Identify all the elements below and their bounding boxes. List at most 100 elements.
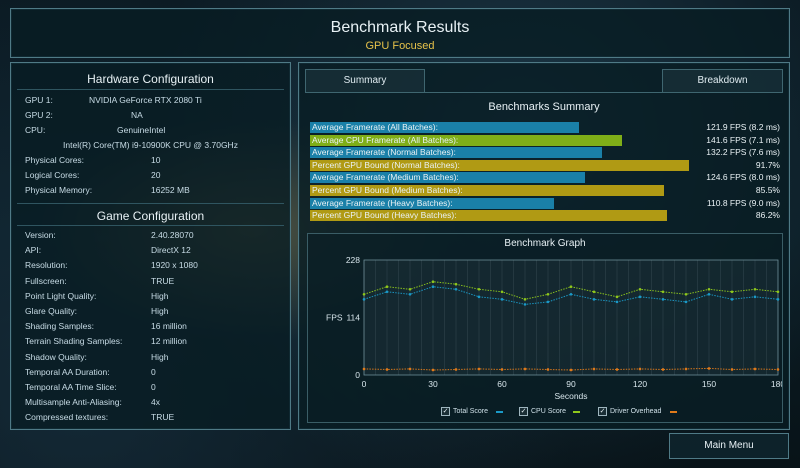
graph-plot: 0 30 60 90 120 150 180 0 114 228 FPS Seconds [326, 255, 782, 400]
game-config-value: 0 [151, 366, 156, 377]
data-point [730, 368, 734, 371]
game-config-value: TRUE [151, 412, 175, 423]
game-config-row: Shadow Quality: High [25, 352, 280, 367]
data-point [523, 298, 527, 301]
benchmark-panel: Summary Breakdown Benchmarks Summary Ave… [298, 62, 790, 430]
summary-row: Average Framerate (Normal Batches): 132.2… [310, 147, 780, 159]
data-point [569, 292, 573, 296]
data-point [477, 295, 481, 299]
cpu-model-row: Intel(R) Core(TM) i9-10900K CPU @ 3.70GH… [25, 140, 276, 155]
data-point [408, 287, 412, 291]
summary-label: Average Framerate (Medium Batches): [312, 172, 459, 183]
legend-driver-swatch [670, 411, 677, 413]
legend-total-score[interactable]: ✓ Total Score [441, 406, 511, 418]
legend-driver-label: Driver Overhead [610, 408, 662, 415]
game-config-value: DirectX 12 [151, 245, 191, 256]
data-point [431, 368, 435, 372]
tab-summary[interactable]: Summary [305, 69, 425, 93]
data-point [776, 368, 780, 371]
game-config-value: High [151, 351, 169, 362]
game-config-value: TRUE [151, 275, 175, 286]
summary-row: Average CPU Framerate (All Batches): 141.… [310, 134, 780, 146]
data-point [776, 290, 780, 294]
summary-label: Average Framerate (All Batches): [312, 122, 438, 132]
graph-legend: ✓ Total Score ✓ CPU Score ✓ Driver Overh… [308, 406, 782, 418]
checkbox-icon[interactable]: ✓ [519, 407, 528, 416]
cpu-row: CPU: GenuineIntel [25, 125, 280, 140]
x-tick-label: 0 [362, 379, 367, 389]
game-config-label: Shading Samples: [25, 321, 94, 332]
summary-label: Percent GPU Bound (Heavy Batches): [312, 210, 457, 221]
data-point [454, 282, 458, 286]
data-point [477, 367, 481, 371]
data-point [592, 367, 596, 371]
summary-label: Average CPU Framerate (All Batches): [312, 134, 459, 145]
checkbox-icon[interactable]: ✓ [598, 407, 607, 416]
summary-row: Percent GPU Bound (Medium Batches): 85.5% [310, 185, 780, 196]
game-config-row: Point Light Quality: High [25, 291, 280, 306]
game-config-row: API: DirectX 12 [25, 245, 280, 260]
summary-value: 141.6 FPS (7.1 ms) [706, 134, 780, 145]
summary-bar [310, 185, 664, 196]
data-point [385, 285, 389, 289]
summary-bar [310, 159, 689, 171]
legend-total-swatch [496, 411, 503, 413]
game-config-value: High [151, 290, 169, 301]
gpu1-label: GPU 1: [25, 95, 53, 105]
data-point [684, 292, 688, 296]
summary-row: Average Framerate (All Batches): 121.9 FP… [310, 122, 780, 133]
logical-cores-row: Logical Cores: 20 [25, 170, 280, 185]
game-config-row: Resolution: 1920 x 1080 [25, 260, 280, 275]
data-point [707, 287, 711, 291]
data-point [707, 367, 711, 370]
data-point [408, 367, 412, 371]
divider [17, 203, 284, 204]
y-axis-label: FPS [326, 313, 343, 323]
game-config-value: High [151, 306, 169, 316]
summary-value: 85.5% [755, 185, 780, 195]
game-config-row: Terrain Shading Samples: 12 million [25, 336, 280, 351]
legend-driver-overhead[interactable]: ✓ Driver Overhead [598, 406, 683, 418]
game-config-row: Glare Quality: High [25, 306, 280, 321]
data-point [431, 280, 435, 283]
page-subtitle: GPU Focused [365, 40, 435, 52]
summary-row: Average Framerate (Heavy Batches): 110.8 … [310, 197, 780, 209]
game-config-label: Shadow Quality: [25, 351, 87, 362]
summary-label: Average Framerate (Heavy Batches): [312, 197, 453, 208]
data-point [615, 300, 619, 304]
physical-cores-row: Physical Cores: 10 [25, 155, 280, 170]
summary-bar [310, 210, 667, 222]
game-config-row: Temporal AA Duration: 0 [25, 367, 280, 382]
header-panel: Benchmark Results GPU Focused [10, 8, 790, 58]
data-point [661, 290, 665, 294]
x-tick-label: 180 [771, 379, 782, 389]
gpu2-row: GPU 2: NA [25, 110, 280, 125]
summary-bar [310, 147, 602, 159]
x-tick-label: 60 [497, 379, 507, 389]
data-point [569, 368, 573, 372]
y-tick-label: 228 [346, 255, 360, 265]
game-config-row: Shading Samples: 16 million [25, 321, 280, 336]
x-axis-label: Seconds [554, 391, 587, 400]
tab-breakdown[interactable]: Breakdown [662, 69, 783, 93]
legend-cpu-score[interactable]: ✓ CPU Score [519, 406, 589, 418]
summary-row: Percent GPU Bound (Heavy Batches): 86.2% [310, 210, 780, 222]
data-point [615, 368, 619, 371]
main-menu-button[interactable]: Main Menu [669, 433, 789, 459]
x-tick-label: 120 [633, 379, 647, 389]
data-point [615, 295, 619, 299]
summary-value: 91.7% [755, 159, 780, 170]
game-config-row: Multisample Anti-Aliasing: 4x [25, 397, 280, 412]
gpu2-label: GPU 2: [25, 110, 53, 120]
game-config-label: Version: [25, 230, 56, 240]
legend-total-label: Total Score [453, 408, 489, 415]
game-config-row: Fullscreen: TRUE [25, 276, 280, 291]
y-tick-label: 0 [355, 370, 360, 380]
summary-label: Average Framerate (Normal Batches): [312, 147, 456, 158]
summary-bar [310, 122, 579, 133]
game-config-label: Compressed textures: [25, 412, 109, 423]
checkbox-icon[interactable]: ✓ [441, 407, 450, 416]
summary-value: 121.9 FPS (8.2 ms) [706, 122, 780, 132]
data-point [362, 367, 366, 371]
summary-row: Average Framerate (Medium Batches): 124.6… [310, 172, 780, 184]
